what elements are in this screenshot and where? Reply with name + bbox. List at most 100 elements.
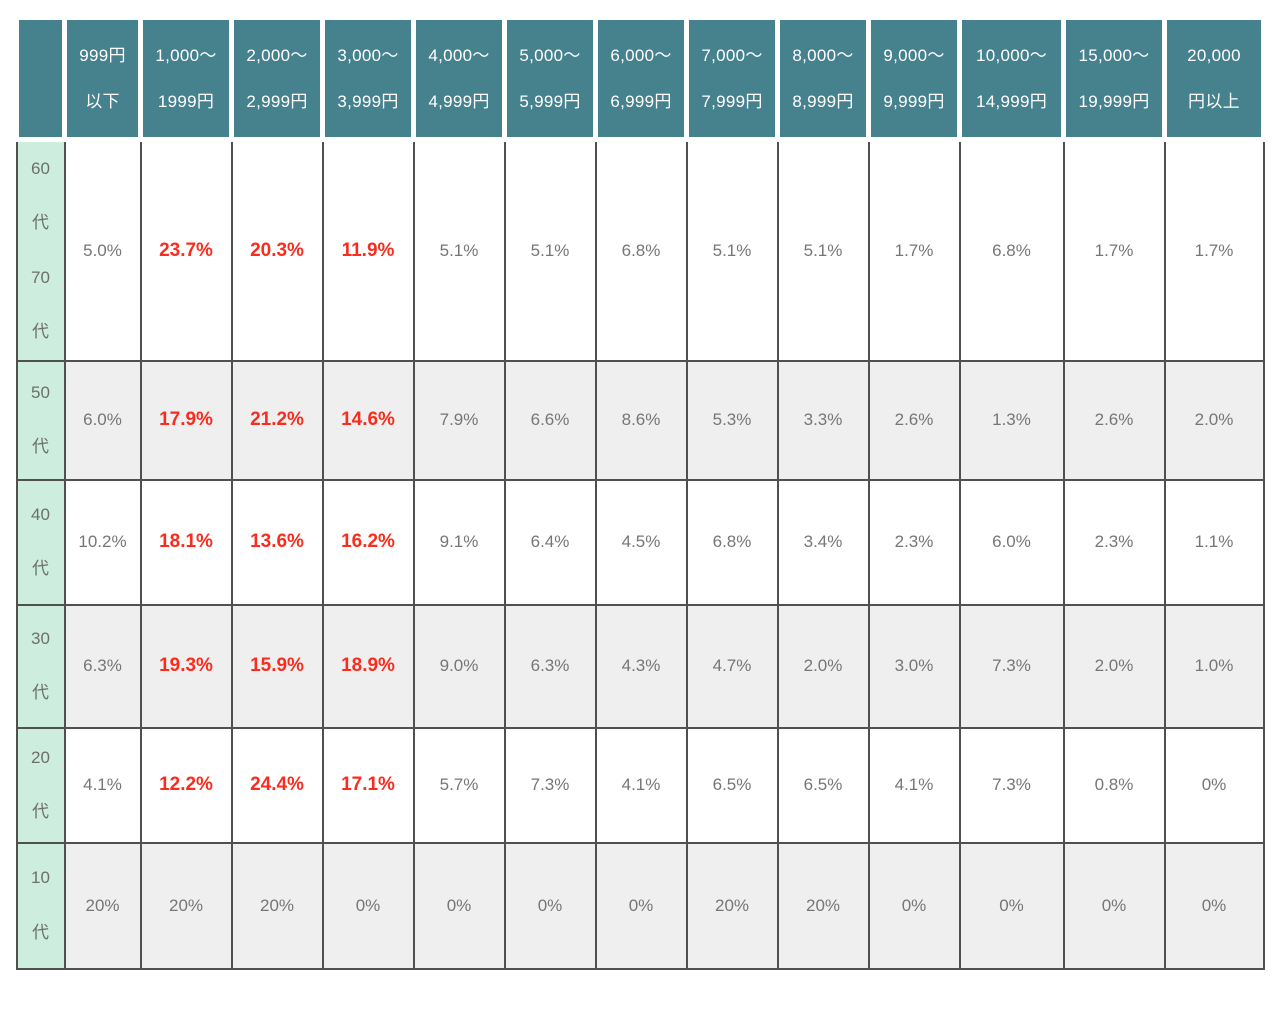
table-cell: 2.6% [867, 359, 961, 481]
table-cell: 6.3% [503, 603, 597, 729]
table-cell: 6.8% [594, 138, 688, 362]
header-row: 999円 以下 1,000〜 1999円 2,000〜 2,999円 3,000… [14, 15, 1266, 142]
table-cell: 1.7% [867, 138, 961, 362]
table-cell: 6.0% [958, 478, 1065, 606]
table-cell: 19.3% [139, 603, 233, 729]
table-cell: 6.8% [958, 138, 1065, 362]
table-cell: 7.3% [958, 603, 1065, 729]
row-header: 30 代 [15, 603, 66, 729]
table-cell: 3.3% [776, 359, 870, 481]
table-cell: 5.0% [63, 138, 142, 362]
column-header: 15,000〜 19,999円 [1061, 15, 1167, 142]
table-cell: 9.1% [412, 478, 506, 606]
table-cell: 18.1% [139, 478, 233, 606]
table-cell: 9.0% [412, 603, 506, 729]
table-cell: 2.0% [1163, 359, 1265, 481]
table-cell: 14.6% [321, 359, 415, 481]
table-cell: 0% [412, 841, 506, 970]
table-cell: 2.0% [776, 603, 870, 729]
row-header: 10 代 [15, 841, 66, 970]
table-cell: 20% [139, 841, 233, 970]
table-cell: 6.4% [503, 478, 597, 606]
table-cell: 12.2% [139, 726, 233, 844]
table-cell: 0% [594, 841, 688, 970]
table-cell: 0.8% [1062, 726, 1166, 844]
table-cell: 6.0% [63, 359, 142, 481]
table-cell: 20% [776, 841, 870, 970]
table-cell: 2.0% [1062, 603, 1166, 729]
table-cell: 1.0% [1163, 603, 1265, 729]
table-cell: 6.6% [503, 359, 597, 481]
table-cell: 6.5% [685, 726, 779, 844]
page: 999円 以下 1,000〜 1999円 2,000〜 2,999円 3,000… [14, 15, 1266, 970]
table-cell: 5.1% [412, 138, 506, 362]
table-cell: 16.2% [321, 478, 415, 606]
row-header: 20 代 [15, 726, 66, 844]
row-header: 50 代 [15, 359, 66, 481]
table-cell: 0% [1163, 841, 1265, 970]
table-cell: 0% [1163, 726, 1265, 844]
table-cell: 20% [685, 841, 779, 970]
table-cell: 4.5% [594, 478, 688, 606]
table-row: 20 代 4.1% 12.2% 24.4% 17.1% 5.7% 7.3% 4.… [15, 726, 1265, 844]
table-cell: 13.6% [230, 478, 324, 606]
corner-cell [14, 15, 67, 142]
column-header: 4,000〜 4,999円 [411, 15, 507, 142]
column-header: 5,000〜 5,999円 [502, 15, 598, 142]
column-header: 10,000〜 14,999円 [957, 15, 1066, 142]
table-cell: 18.9% [321, 603, 415, 729]
table-row: 10 代 20% 20% 20% 0% 0% 0% 0% 20% 20% 0% … [15, 841, 1265, 970]
table-row: 40 代 10.2% 18.1% 13.6% 16.2% 9.1% 6.4% 4… [15, 478, 1265, 606]
table-cell: 6.5% [776, 726, 870, 844]
row-header: 60 代 70 代 [15, 138, 66, 362]
table-cell: 0% [867, 841, 961, 970]
column-header: 3,000〜 3,999円 [320, 15, 416, 142]
table-cell: 7.3% [958, 726, 1065, 844]
table-row: 50 代 6.0% 17.9% 21.2% 14.6% 7.9% 6.6% 8.… [15, 359, 1265, 481]
table-cell: 1.3% [958, 359, 1065, 481]
table-cell: 5.1% [776, 138, 870, 362]
column-header: 2,000〜 2,999円 [229, 15, 325, 142]
table-cell: 17.1% [321, 726, 415, 844]
table-cell: 0% [321, 841, 415, 970]
table-cell: 11.9% [321, 138, 415, 362]
table-cell: 4.1% [867, 726, 961, 844]
table-cell: 8.6% [594, 359, 688, 481]
table-cell: 20% [230, 841, 324, 970]
column-header: 9,000〜 9,999円 [866, 15, 962, 142]
column-header: 999円 以下 [62, 15, 143, 142]
table-body: 60 代 70 代 5.0% 23.7% 20.3% 11.9% 5.1% 5.… [15, 138, 1265, 970]
table-cell: 3.4% [776, 478, 870, 606]
table-cell: 0% [958, 841, 1065, 970]
table-cell: 21.2% [230, 359, 324, 481]
table-cell: 6.3% [63, 603, 142, 729]
table-cell: 1.1% [1163, 478, 1265, 606]
table-cell: 5.1% [685, 138, 779, 362]
column-header: 8,000〜 8,999円 [775, 15, 871, 142]
table-cell: 4.1% [594, 726, 688, 844]
table-cell: 0% [1062, 841, 1166, 970]
column-header: 7,000〜 7,999円 [684, 15, 780, 142]
table-cell: 1.7% [1163, 138, 1265, 362]
price-distribution-table: 999円 以下 1,000〜 1999円 2,000〜 2,999円 3,000… [14, 15, 1266, 970]
table-cell: 3.0% [867, 603, 961, 729]
table-cell: 5.7% [412, 726, 506, 844]
table-cell: 20% [63, 841, 142, 970]
table-cell: 4.7% [685, 603, 779, 729]
column-header: 20,000 円以上 [1162, 15, 1266, 142]
table-header: 999円 以下 1,000〜 1999円 2,000〜 2,999円 3,000… [14, 15, 1266, 142]
table-cell: 7.9% [412, 359, 506, 481]
table-cell: 20.3% [230, 138, 324, 362]
table-cell: 2.6% [1062, 359, 1166, 481]
row-header: 40 代 [15, 478, 66, 606]
table-cell: 2.3% [867, 478, 961, 606]
table-cell: 4.3% [594, 603, 688, 729]
table-cell: 2.3% [1062, 478, 1166, 606]
table-cell: 7.3% [503, 726, 597, 844]
table-row: 30 代 6.3% 19.3% 15.9% 18.9% 9.0% 6.3% 4.… [15, 603, 1265, 729]
table-cell: 15.9% [230, 603, 324, 729]
table-cell: 5.1% [503, 138, 597, 362]
table-cell: 5.3% [685, 359, 779, 481]
table-row: 60 代 70 代 5.0% 23.7% 20.3% 11.9% 5.1% 5.… [15, 138, 1265, 362]
table-cell: 10.2% [63, 478, 142, 606]
